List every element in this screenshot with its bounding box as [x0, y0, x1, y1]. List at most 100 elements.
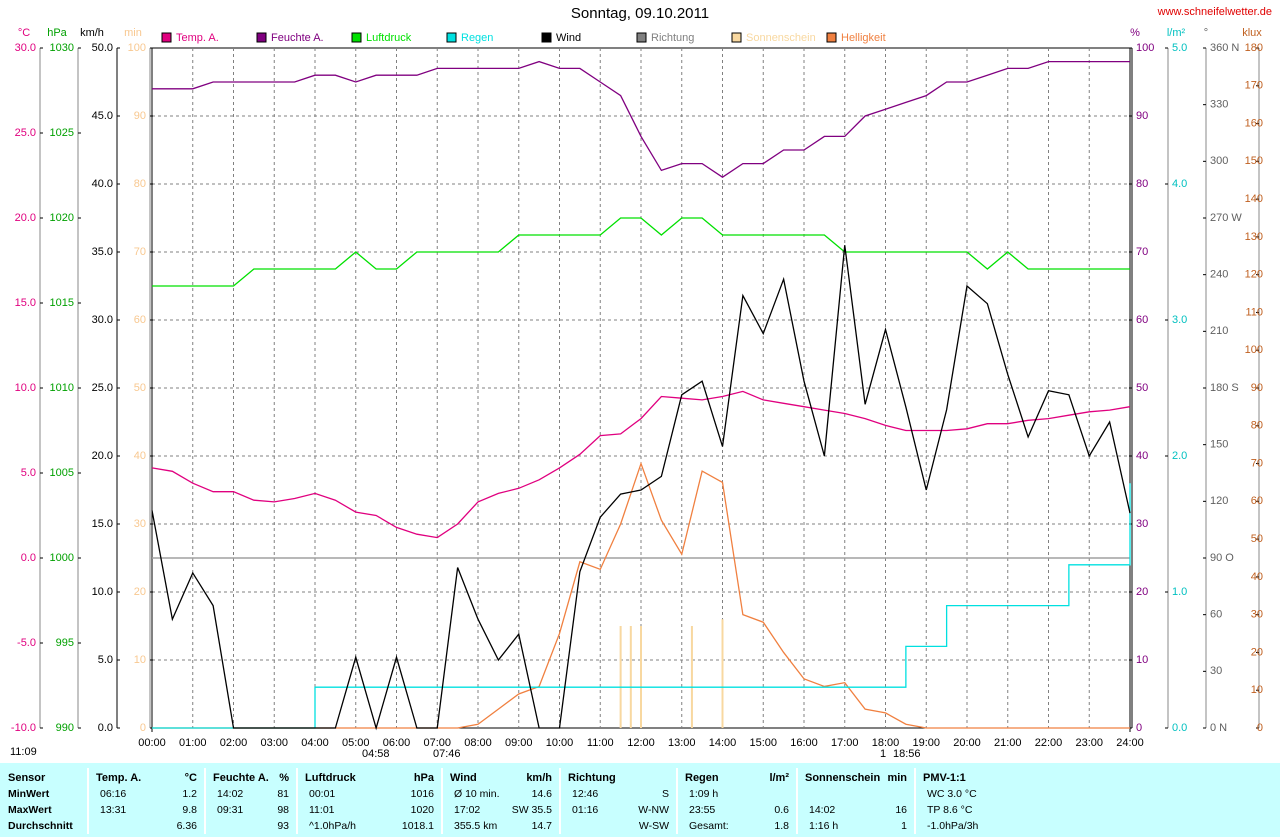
y-tick-label: 330: [1210, 99, 1228, 111]
legend-swatch: [351, 32, 362, 43]
y-tick-label: 20: [1136, 586, 1148, 598]
sunshine-bar: [690, 626, 693, 728]
table-cell: Durchschnitt: [8, 820, 73, 832]
series-line: [152, 60, 1130, 178]
y-tick-label: 170: [1245, 80, 1263, 92]
y-tick-label: 70: [1136, 246, 1148, 258]
y-tick-label: 30.0: [92, 314, 113, 326]
y-tick-label: 100: [1245, 344, 1263, 356]
x-tick-label: 13:00: [668, 737, 696, 749]
legend-label: Richtung: [651, 32, 694, 44]
table-header: Luftdruck: [305, 772, 357, 784]
table-cell: 14.6: [532, 788, 553, 800]
y-tick-label: 80: [1251, 420, 1263, 432]
legend-label: Feuchte A.: [271, 32, 324, 44]
x-tick-label: 24:00: [1116, 737, 1144, 749]
y-tick-label: 100: [1136, 42, 1154, 54]
y-tick-label: 15.0: [92, 518, 113, 530]
y-tick-label: 10: [1136, 654, 1148, 666]
table-header: Regen: [685, 772, 719, 784]
y-tick-label: 3.0: [1172, 314, 1187, 326]
sunshine-bar: [721, 619, 724, 728]
y-tick-label: 90: [134, 110, 146, 122]
table-cell: TP 8.6 °C: [927, 804, 973, 816]
y-tick-label: 25.0: [92, 382, 113, 394]
y-tick-label: 30: [1136, 518, 1148, 530]
table-cell: 12:46: [572, 788, 598, 800]
y-tick-label: 25.0: [15, 127, 36, 139]
y-tick-label: 1015: [50, 297, 74, 309]
legend-label: Sonnenschein: [746, 32, 816, 44]
y-tick-label: 40: [1251, 571, 1263, 583]
x-tick-label: 03:00: [260, 737, 288, 749]
axis-unit: %: [1130, 27, 1140, 39]
y-tick-label: 0.0: [98, 722, 113, 734]
y-tick-label: 150: [1245, 155, 1263, 167]
y-tick-label: 30: [134, 518, 146, 530]
y-tick-label: 70: [1251, 457, 1263, 469]
y-tick-label: 80: [134, 178, 146, 190]
table-cell: 06:16: [100, 788, 126, 800]
annotation: 11:09: [10, 746, 37, 758]
sunshine-bar: [640, 626, 642, 728]
annotation: 18:56: [893, 748, 921, 760]
x-tick-label: 07:00: [423, 737, 451, 749]
y-tick-label: 20.0: [15, 212, 36, 224]
table-cell: 1018.1: [402, 820, 434, 832]
y-tick-label: 45.0: [92, 110, 113, 122]
y-tick-label: 50: [134, 382, 146, 394]
y-tick-label: 40: [1136, 450, 1148, 462]
y-tick-label: 10.0: [92, 586, 113, 598]
y-tick-label: 30.0: [15, 42, 36, 54]
series-line: [152, 217, 1130, 287]
axis-unit: l/m²: [1167, 27, 1186, 39]
x-tick-label: 20:00: [953, 737, 981, 749]
y-tick-label: 30: [1210, 665, 1222, 677]
table-cell: 9.8: [182, 804, 197, 816]
y-tick-label: 360 N: [1210, 42, 1239, 54]
table-cell: 355.5 km: [454, 820, 497, 832]
table-unit: %: [279, 772, 289, 784]
table-cell: 1016: [411, 788, 435, 800]
y-tick-label: -10.0: [11, 722, 36, 734]
y-tick-label: 120: [1210, 495, 1228, 507]
axis-unit: °C: [18, 27, 30, 39]
table-unit: km/h: [526, 772, 552, 784]
annotation: 04:58: [362, 748, 390, 760]
y-tick-label: 110: [1245, 306, 1263, 318]
axis-unit: min: [124, 27, 142, 39]
legend-label: Luftdruck: [366, 32, 412, 44]
legend-label: Wind: [556, 32, 581, 44]
series-line: [152, 483, 1131, 729]
x-tick-label: 23:00: [1075, 737, 1103, 749]
table-cell: 1.8: [774, 820, 789, 832]
x-tick-label: 12:00: [627, 737, 655, 749]
table-cell: 81: [277, 788, 289, 800]
y-tick-label: 90: [1136, 110, 1148, 122]
x-tick-label: 10:00: [546, 737, 574, 749]
y-tick-label: 300: [1210, 155, 1228, 167]
table-cell: 0.6: [774, 804, 789, 816]
legend-swatch: [826, 32, 837, 43]
y-tick-label: 40.0: [92, 178, 113, 190]
axis-unit: °: [1204, 27, 1208, 39]
table-cell: 1: [901, 820, 907, 832]
x-tick-label: 08:00: [464, 737, 492, 749]
x-tick-label: 22:00: [1035, 737, 1063, 749]
y-tick-label: 140: [1245, 193, 1263, 205]
table-cell: MinWert: [8, 788, 50, 800]
y-tick-label: 15.0: [15, 297, 36, 309]
y-tick-label: 0.0: [21, 552, 36, 564]
y-tick-label: 120: [1245, 269, 1263, 281]
table-cell: 1020: [411, 804, 435, 816]
table-header: Wind: [450, 772, 477, 784]
x-tick-label: 14:00: [709, 737, 737, 749]
table-cell: -1.0hPa/3h: [927, 820, 979, 832]
table-cell: 98: [277, 804, 289, 816]
y-tick-label: 1025: [50, 127, 74, 139]
y-tick-label: 30: [1251, 609, 1263, 621]
legend-swatch: [636, 32, 647, 43]
y-tick-label: 4.0: [1172, 178, 1187, 190]
table-cell: 1.2: [182, 788, 197, 800]
